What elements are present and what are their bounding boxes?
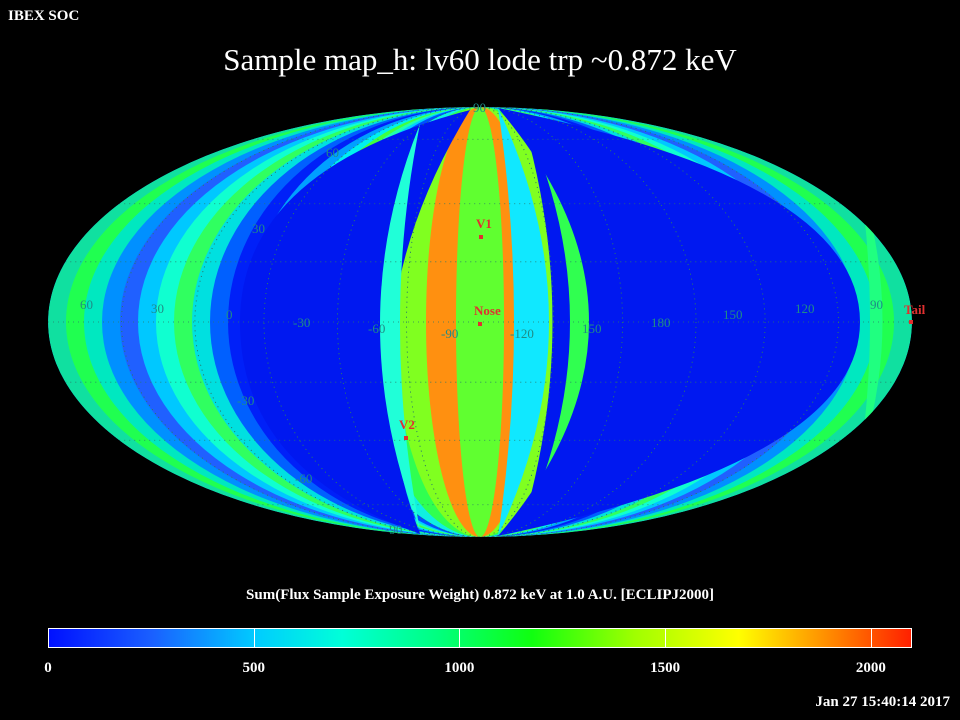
colorbar-tick-label: 1500 [650, 660, 681, 676]
marker-label-v2: V2 [399, 417, 415, 432]
graticule [48, 107, 912, 537]
grid-labels: 60 30 0 -30 -60 -90 -120 150 180 150 120 90 60 30 -30 -… [80, 100, 883, 537]
colorbar-tick [665, 628, 667, 648]
lon-label: 150 [582, 321, 602, 336]
marker-label-nose: Nose [474, 303, 501, 318]
colorbar-tick-label: 2000 [855, 660, 886, 676]
colorbar-tick [870, 628, 872, 648]
marker-dot-nose [478, 322, 482, 326]
marker-dot-tail [909, 320, 913, 324]
soc-label: IBEX SOC [8, 8, 80, 24]
colorbar-title: Sum(Flux Sample Exposure Weight) 0.872 k… [246, 587, 714, 603]
lat-label: -30 [237, 393, 254, 408]
chart-title: Sample map_h: lv60 lode trp ~0.872 keV [223, 42, 737, 77]
lat-label: -60 [295, 471, 312, 486]
marker-label-v1: V1 [476, 216, 492, 231]
markers: V1 Nose V2 Tail [399, 216, 926, 440]
lon-label: -30 [293, 315, 310, 330]
timestamp: Jan 27 15:40:14 2017 [815, 694, 950, 710]
lat-label: 60 [326, 145, 339, 160]
lon-label: 180 [651, 315, 671, 330]
pole-label: 90 [473, 100, 486, 115]
lon-label: -60 [368, 321, 385, 336]
colorbar-tick-label: 0 [44, 660, 52, 676]
colorbar-tick [459, 628, 461, 648]
lon-label: -120 [510, 326, 534, 341]
colorbar-tick-label: 500 [242, 660, 265, 676]
lon-label: 60 [80, 297, 93, 312]
marker-label-tail: Tail [904, 302, 926, 317]
colorbar-tick-label: 1000 [444, 660, 475, 676]
pole-label: -90 [385, 522, 402, 537]
lon-label: 90 [870, 297, 883, 312]
marker-dot-v1 [479, 235, 483, 239]
lon-label: 30 [151, 301, 164, 316]
colorbar [48, 628, 912, 648]
marker-dot-v2 [404, 436, 408, 440]
flux-bands [48, 107, 912, 537]
lat-label: 30 [252, 221, 265, 236]
lon-label: 0 [226, 307, 233, 322]
lon-label: -90 [441, 326, 458, 341]
lon-label: 150 [723, 307, 743, 322]
lon-label: 120 [795, 301, 815, 316]
colorbar-tick [253, 628, 255, 648]
